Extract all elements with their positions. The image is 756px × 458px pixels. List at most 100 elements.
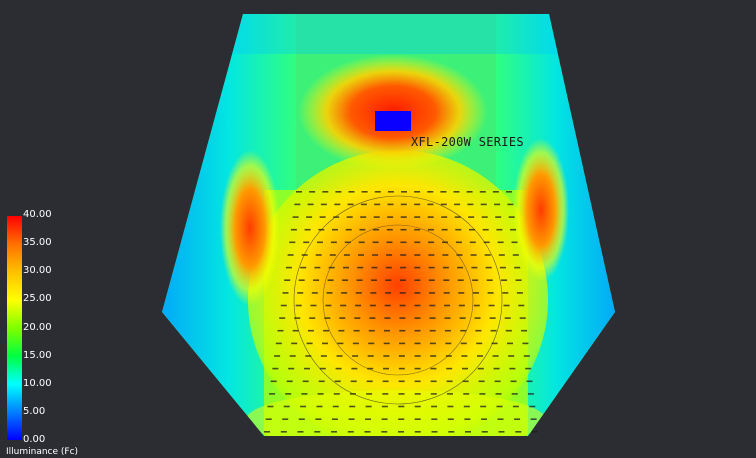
legend-tick-label: 25.00: [23, 293, 52, 305]
grid-reading-mark: [371, 279, 377, 281]
grid-reading-mark: [382, 393, 389, 395]
legend-tick-label: 5.00: [23, 405, 46, 417]
grid-reading-mark: [477, 367, 484, 370]
grid-reading-mark: [456, 254, 463, 256]
grid-reading-mark: [301, 393, 308, 395]
grid-reading-mark: [348, 418, 355, 420]
grid-reading-mark: [461, 355, 468, 357]
illuminance-point-grid: [264, 191, 538, 433]
grid-reading-mark: [304, 228, 311, 231]
grid-reading-mark: [381, 405, 388, 408]
grid-reading-mark: [369, 304, 376, 307]
grid-reading-mark: [284, 279, 291, 281]
grid-reading-mark: [443, 292, 450, 294]
grid-reading-mark: [383, 367, 389, 370]
grid-reading-mark: [317, 393, 324, 395]
legend-title: Illuminance (Fc): [6, 447, 79, 457]
grid-reading-mark: [371, 266, 378, 269]
grid-reading-mark: [306, 216, 313, 218]
grid-reading-mark: [280, 431, 287, 433]
grid-reading-mark: [476, 342, 483, 345]
grid-reading-mark: [525, 367, 532, 370]
grid-reading-mark: [385, 279, 392, 281]
legend-tick-label: 40.00: [23, 209, 52, 220]
grid-reading-mark: [414, 216, 421, 218]
grid-reading-mark: [474, 317, 481, 319]
grid-reading-mark: [333, 216, 340, 218]
grid-reading-mark: [457, 266, 464, 269]
grid-reading-mark: [494, 380, 501, 383]
grid-reading-mark: [442, 254, 449, 256]
grid-reading-mark: [508, 216, 515, 218]
grid-reading-mark: [492, 355, 499, 357]
grid-reading-mark: [368, 329, 375, 332]
grid-reading-mark: [398, 367, 405, 370]
grid-reading-mark: [400, 203, 407, 206]
grid-reading-mark: [414, 279, 421, 281]
grid-reading-mark: [374, 203, 381, 206]
grid-reading-mark: [399, 329, 406, 332]
grid-reading-mark: [355, 304, 362, 307]
grid-reading-mark: [454, 203, 461, 206]
grid-reading-mark: [447, 405, 454, 408]
grid-reading-mark: [480, 405, 487, 408]
grid-reading-mark: [399, 342, 406, 345]
grid-reading-mark: [427, 216, 434, 218]
grid-reading-mark: [347, 203, 354, 206]
grid-reading-mark: [497, 241, 504, 244]
grid-reading-mark: [359, 228, 366, 231]
fixture-label: XFL-200W SERIES: [411, 135, 524, 149]
grid-reading-mark: [330, 241, 337, 244]
grid-reading-mark: [315, 418, 322, 420]
grid-reading-mark: [311, 292, 318, 294]
grid-reading-mark: [315, 254, 322, 256]
grid-reading-mark: [462, 367, 468, 370]
grid-reading-mark: [365, 418, 371, 420]
grid-reading-mark: [483, 241, 490, 244]
grid-reading-mark: [479, 191, 486, 193]
grid-reading-mark: [332, 228, 338, 231]
grid-reading-mark: [414, 304, 421, 307]
grid-reading-mark: [297, 292, 304, 294]
grid-reading-mark: [386, 228, 393, 231]
grid-reading-mark: [414, 241, 421, 244]
grid-reading-mark: [504, 317, 511, 319]
grid-reading-mark: [498, 254, 505, 256]
grid-reading-mark: [444, 304, 451, 307]
grid-reading-mark: [309, 317, 316, 319]
grid-reading-mark: [352, 342, 359, 345]
grid-reading-mark: [301, 254, 308, 256]
grid-reading-mark: [489, 317, 496, 319]
grid-reading-mark: [469, 228, 475, 231]
grid-reading-mark: [455, 241, 462, 244]
grid-reading-mark: [400, 266, 407, 269]
grid-reading-mark: [428, 254, 435, 256]
grid-reading-mark: [334, 203, 341, 206]
grid-reading-mark: [333, 393, 340, 395]
grid-reading-mark: [532, 431, 538, 433]
grid-reading-mark: [511, 241, 518, 244]
grid-reading-mark: [486, 279, 493, 281]
grid-reading-mark: [370, 292, 377, 294]
grid-reading-mark: [414, 367, 421, 370]
fixture-marker[interactable]: [375, 111, 411, 131]
grid-reading-mark: [521, 329, 528, 332]
grid-reading-mark: [441, 216, 448, 218]
grid-reading-mark: [414, 266, 421, 269]
grid-reading-mark: [510, 228, 517, 231]
grid-reading-mark: [374, 191, 381, 193]
grid-reading-mark: [475, 329, 482, 332]
grid-reading-mark: [358, 241, 365, 244]
grid-reading-mark: [491, 342, 498, 345]
grid-reading-mark: [342, 279, 349, 281]
grid-reading-mark: [384, 317, 391, 319]
grid-reading-mark: [364, 431, 371, 433]
grid-reading-mark: [499, 266, 506, 269]
grid-reading-mark: [431, 405, 438, 408]
grid-reading-mark: [514, 266, 521, 269]
grid-reading-mark: [414, 203, 421, 206]
beam-circle-outer: [293, 195, 503, 405]
grid-reading-mark: [306, 342, 313, 345]
